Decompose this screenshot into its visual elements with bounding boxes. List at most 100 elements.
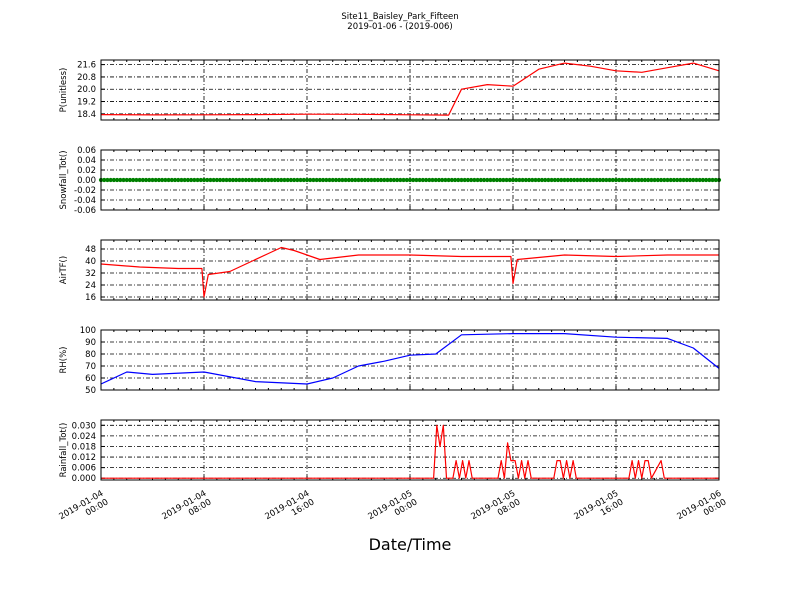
y-tick-label: 18.4 [77,110,96,120]
axes-frame [100,239,720,301]
data-point [523,177,528,183]
y-axis-label: AirTF() [59,256,69,284]
data-point [675,177,680,183]
data-point [710,177,715,183]
data-point [320,177,326,183]
data-point [610,177,615,183]
data-point [465,177,471,183]
data-point [266,177,271,183]
y-tick-label: 0.006 [72,464,96,474]
data-point [559,177,564,183]
data-point [201,177,207,183]
data-point [649,177,654,183]
y-axis-label: P(unitless) [59,68,69,113]
data-point [234,177,239,183]
y-tick-label: 0.04 [77,156,96,166]
data-point [246,177,252,183]
data-point [346,177,351,183]
y-tick-label: 19.2 [77,98,96,108]
data-point [704,177,709,183]
y-tick-label: -0.02 [74,186,96,196]
data-point [575,177,580,183]
data-point [224,177,229,183]
data-point [601,177,606,183]
data-point [594,177,599,183]
data-point [108,177,113,183]
data-point [253,177,258,183]
data-point [102,177,107,183]
data-point [356,177,361,183]
data-point [552,177,557,183]
data-point [604,177,609,183]
data-point [591,177,596,183]
y-tick-label: 0.018 [72,442,96,452]
data-point [401,177,406,183]
data-point [298,177,303,183]
data-point [636,177,641,183]
data-point [694,177,699,183]
data-point [166,177,171,183]
data-point [446,177,451,183]
data-point [143,177,149,183]
data-point [275,177,281,183]
data-point [259,177,265,183]
series-line [101,424,719,479]
data-point [185,177,191,183]
data-point [546,177,551,183]
data-point [349,177,355,183]
data-point [533,177,538,183]
x-axis-label: Date/Time [369,535,452,554]
data-point [427,177,432,183]
data-point [504,177,509,183]
data-point [179,177,184,183]
data-point [436,177,442,183]
data-point [440,177,445,183]
data-point [568,177,574,183]
data-point [626,177,631,183]
data-point [623,177,628,183]
data-point [160,177,165,183]
panel-3: 16 24 32 40 48 AirTF() [59,239,720,303]
data-point [555,177,561,183]
data-point [131,177,136,183]
data-point [433,177,438,183]
data-point [629,177,635,183]
y-tick-label: 40 [85,257,96,267]
data-point [646,177,651,183]
y-tick-label: 20.0 [77,85,96,95]
data-point [687,177,693,183]
data-point [472,177,477,183]
data-point [642,177,648,183]
axes-frame [100,149,720,211]
data-point [382,177,387,183]
data-point [205,177,210,183]
data-point [378,177,384,183]
data-point [536,177,541,183]
axes-frame [100,59,720,121]
data-point [314,177,319,183]
data-point [395,177,400,183]
data-point [362,177,368,183]
data-point [317,177,322,183]
data-point [588,177,593,183]
data-point [404,177,409,183]
chart-title-line1: Site11_Baisley_Park_Fifteen [341,12,458,22]
data-point [510,177,516,183]
data-point [324,177,329,183]
y-tick-label: 50 [85,386,96,396]
data-point [189,177,194,183]
y-tick-label: 0.00 [77,176,96,186]
data-point [369,177,374,183]
data-point [198,177,203,183]
y-tick-label: 80 [85,350,96,360]
data-point [147,177,152,183]
data-point [388,177,393,183]
data-point [140,177,145,183]
data-point [456,177,461,183]
data-point [678,177,683,183]
data-point [671,177,677,183]
data-point [507,177,512,183]
